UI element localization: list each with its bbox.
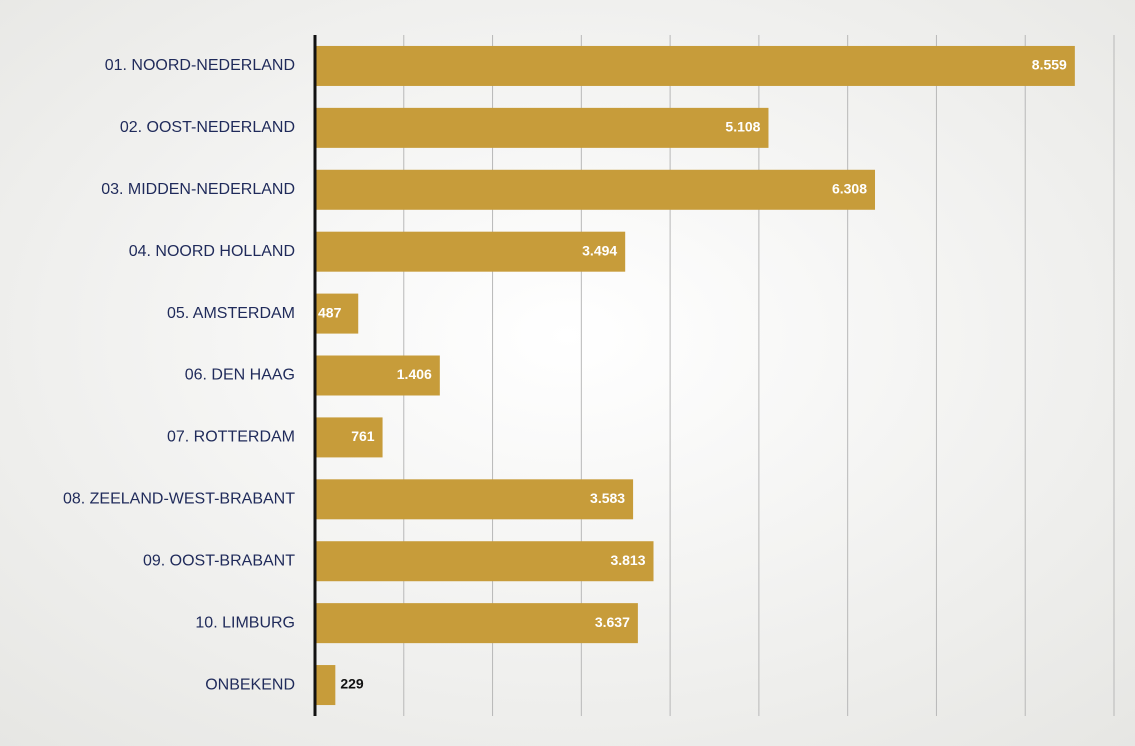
category-label: 03. MIDDEN-NEDERLAND	[101, 181, 295, 198]
bar	[315, 231, 626, 272]
value-label: 8.559	[1032, 57, 1067, 73]
category-label: ONBEKEND	[205, 676, 295, 693]
bar	[315, 603, 638, 644]
bar	[315, 417, 383, 458]
value-label: 6.308	[832, 180, 867, 196]
category-label: 02. OOST-NEDERLAND	[120, 119, 295, 136]
category-label: 08. ZEELAND-WEST-BRABANT	[63, 491, 295, 508]
value-label: 761	[351, 428, 375, 444]
value-label: 487	[318, 304, 342, 320]
category-label: 06. DEN HAAG	[185, 367, 295, 384]
category-label: 09. OOST-BRABANT	[143, 552, 295, 569]
value-label: 1.406	[397, 366, 432, 382]
bar	[315, 293, 359, 334]
category-label: 07. ROTTERDAM	[167, 429, 295, 446]
category-label: 04. NOORD HOLLAND	[129, 243, 295, 260]
category-label: 01. NOORD-NEDERLAND	[105, 57, 295, 74]
value-label: 3.583	[590, 490, 625, 506]
category-label: 10. LIMBURG	[195, 614, 295, 631]
value-label: 3.813	[610, 552, 645, 568]
bar	[315, 45, 1075, 86]
value-label: 3.637	[595, 614, 630, 630]
category-label: 05. AMSTERDAM	[167, 305, 295, 322]
bar	[315, 107, 769, 148]
value-label: 229	[340, 676, 364, 692]
bar	[315, 355, 440, 396]
value-label: 5.108	[725, 119, 760, 135]
bar	[315, 479, 634, 520]
bar	[315, 665, 336, 706]
value-label: 3.494	[582, 242, 617, 258]
bar	[315, 169, 876, 210]
bar	[315, 541, 654, 582]
